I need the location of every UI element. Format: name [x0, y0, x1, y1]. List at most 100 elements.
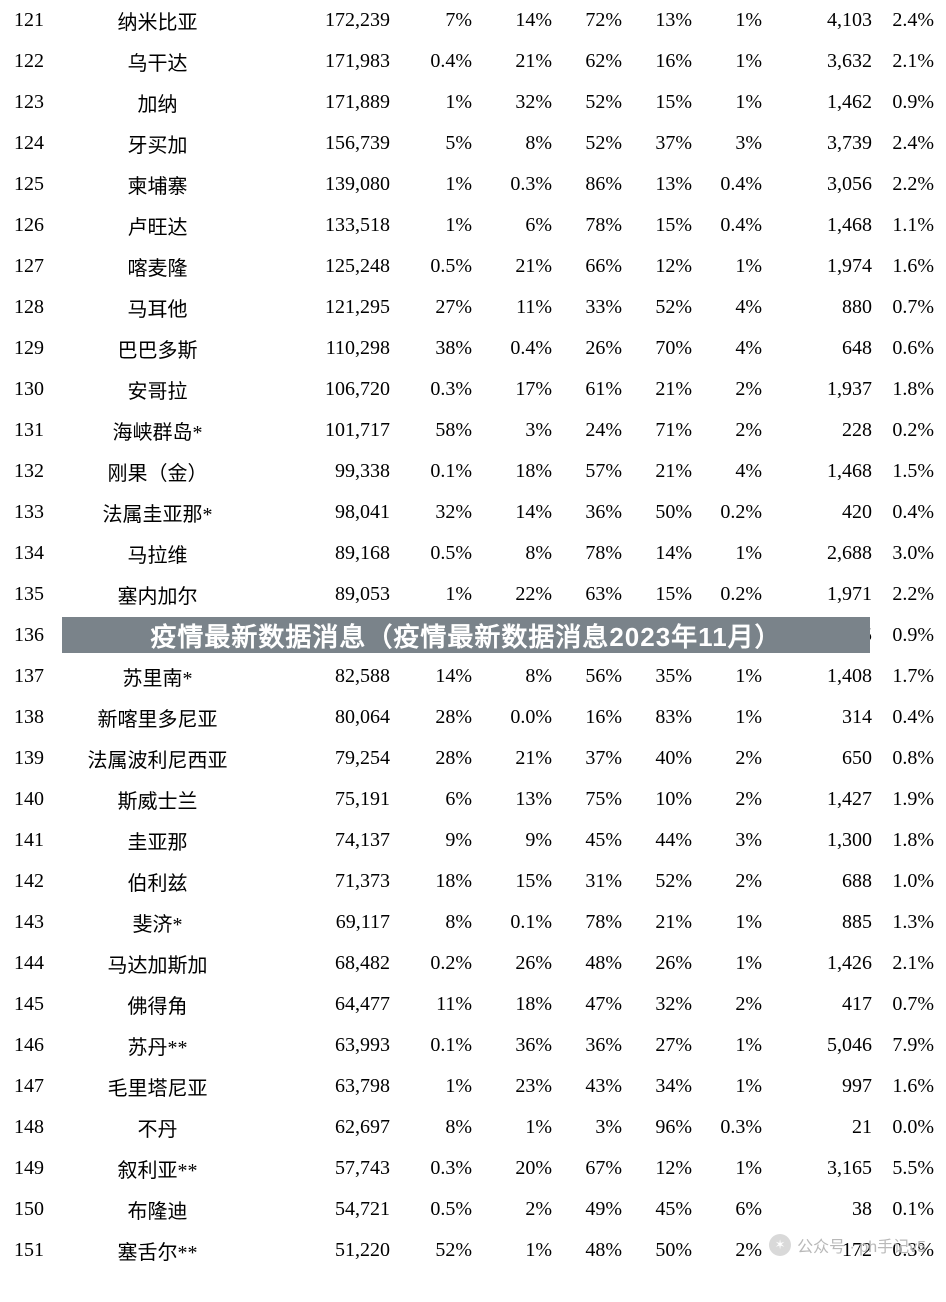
cell-total: 89,168 [260, 533, 400, 574]
cell-pct5: 0.2% [700, 574, 770, 615]
cell-index: 146 [0, 1025, 55, 1066]
cell-pct4: 12% [630, 1148, 700, 1189]
cell-total: 133,518 [260, 205, 400, 246]
cell-pct5: 3% [700, 820, 770, 861]
cell-deaths: 648 [770, 328, 880, 369]
table-row: 142伯利兹71,37318%15%31%52%2%6881.0% [0, 861, 946, 902]
cell-pct1: 6% [400, 779, 480, 820]
cell-country: 马达加斯加 [55, 943, 260, 984]
cell-total: 63,993 [260, 1025, 400, 1066]
cell-pct1: 38% [400, 328, 480, 369]
cell-pct3: 72% [560, 0, 630, 41]
cell-pct2: 21% [480, 738, 560, 779]
cell-pct4: 37% [630, 123, 700, 164]
cell-pct5: 1% [700, 1025, 770, 1066]
cell-pct4: 16% [630, 41, 700, 82]
cell-pct6: 3.0% [880, 533, 946, 574]
table-row: 137苏里南*82,58814%8%56%35%1%1,4081.7% [0, 656, 946, 697]
cell-pct1: 0.1% [400, 451, 480, 492]
cell-pct6: 1.7% [880, 656, 946, 697]
cell-total: 110,298 [260, 328, 400, 369]
cell-pct3: 36% [560, 1025, 630, 1066]
cell-pct2: 1% [480, 1230, 560, 1271]
cell-pct5: 4% [700, 451, 770, 492]
cell-pct5: 3% [700, 123, 770, 164]
cell-country: 巴巴多斯 [55, 328, 260, 369]
cell-deaths: 3,056 [770, 164, 880, 205]
cell-total: 64,477 [260, 984, 400, 1025]
cell-pct6: 0.8% [880, 738, 946, 779]
cell-pct3: 36% [560, 492, 630, 533]
cell-total: 171,983 [260, 41, 400, 82]
cell-country: 马耳他 [55, 287, 260, 328]
table-row: 138新喀里多尼亚80,06428%0.0%16%83%1%3140.4% [0, 697, 946, 738]
cell-pct3: 48% [560, 943, 630, 984]
cell-country: 海峡群岛* [55, 410, 260, 451]
cell-pct5: 0.2% [700, 492, 770, 533]
cell-total: 62,697 [260, 1107, 400, 1148]
cell-pct4: 50% [630, 492, 700, 533]
cell-country: 叙利亚** [55, 1148, 260, 1189]
cell-pct1: 1% [400, 82, 480, 123]
cell-pct3: 3% [560, 1107, 630, 1148]
cell-index: 144 [0, 943, 55, 984]
cell-country: 斯威士兰 [55, 779, 260, 820]
table-row: 134马拉维89,1680.5%8%78%14%1%2,6883.0% [0, 533, 946, 574]
cell-pct5: 2% [700, 861, 770, 902]
cell-pct3: 52% [560, 82, 630, 123]
cell-pct5: 1% [700, 697, 770, 738]
table-row: 141圭亚那74,1379%9%45%44%3%1,3001.8% [0, 820, 946, 861]
cell-pct6: 1.3% [880, 902, 946, 943]
cell-country: 法属圭亚那* [55, 492, 260, 533]
cell-deaths: 1,937 [770, 369, 880, 410]
cell-pct1: 1% [400, 164, 480, 205]
cell-deaths: 420 [770, 492, 880, 533]
cell-pct6: 0.7% [880, 984, 946, 1025]
cell-pct3: 57% [560, 451, 630, 492]
cell-country: 刚果（金） [55, 451, 260, 492]
cell-index: 124 [0, 123, 55, 164]
cell-pct4: 35% [630, 656, 700, 697]
cell-total: 74,137 [260, 820, 400, 861]
cell-pct1: 0.2% [400, 943, 480, 984]
cell-pct2: 0.3% [480, 164, 560, 205]
cell-deaths: 1,462 [770, 82, 880, 123]
cell-index: 145 [0, 984, 55, 1025]
cell-pct1: 32% [400, 492, 480, 533]
table-row: 147毛里塔尼亚63,7981%23%43%34%1%9971.6% [0, 1066, 946, 1107]
table-row: 144马达加斯加68,4820.2%26%48%26%1%1,4262.1% [0, 943, 946, 984]
cell-pct6: 5.5% [880, 1148, 946, 1189]
cell-total: 54,721 [260, 1189, 400, 1230]
cell-pct6: 0.7% [880, 287, 946, 328]
cell-total: 89,053 [260, 574, 400, 615]
cell-pct1: 0.5% [400, 246, 480, 287]
cell-pct4: 21% [630, 451, 700, 492]
cell-pct1: 9% [400, 820, 480, 861]
cell-index: 135 [0, 574, 55, 615]
cell-pct1: 0.3% [400, 369, 480, 410]
cell-pct2: 17% [480, 369, 560, 410]
cell-pct6: 2.1% [880, 943, 946, 984]
cell-pct1: 8% [400, 902, 480, 943]
table-row: 125柬埔寨139,0801%0.3%86%13%0.4%3,0562.2% [0, 164, 946, 205]
cell-index: 141 [0, 820, 55, 861]
cell-pct4: 40% [630, 738, 700, 779]
cell-pct1: 27% [400, 287, 480, 328]
cell-pct2: 26% [480, 943, 560, 984]
cell-country: 法属波利尼西亚 [55, 738, 260, 779]
cell-pct3: 48% [560, 1230, 630, 1271]
cell-deaths: 228 [770, 410, 880, 451]
cell-total: 82,588 [260, 656, 400, 697]
cell-pct1: 0.5% [400, 1189, 480, 1230]
table-row: 146苏丹**63,9930.1%36%36%27%1%5,0467.9% [0, 1025, 946, 1066]
cell-pct4: 70% [630, 328, 700, 369]
cell-total: 69,117 [260, 902, 400, 943]
cell-country: 布隆迪 [55, 1189, 260, 1230]
cell-pct4: 96% [630, 1107, 700, 1148]
cell-country: 卢旺达 [55, 205, 260, 246]
cell-pct2: 14% [480, 0, 560, 41]
cell-index: 143 [0, 902, 55, 943]
cell-pct1: 0.4% [400, 41, 480, 82]
cell-pct6: 1.0% [880, 861, 946, 902]
cell-total: 125,248 [260, 246, 400, 287]
